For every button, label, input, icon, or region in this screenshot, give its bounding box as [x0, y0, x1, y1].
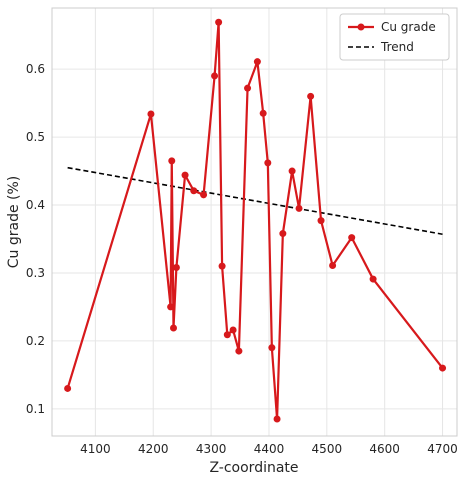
- cu-grade-point: [253, 58, 261, 66]
- cu-grade-point: [170, 324, 177, 332]
- plot-frame: [51, 7, 458, 437]
- x-tick-label: 4300: [196, 442, 227, 456]
- cu-grade-point: [200, 191, 208, 199]
- cu-grade-point: [172, 264, 180, 272]
- x-tick-label: 4100: [80, 442, 111, 456]
- cu-grade-point: [181, 171, 189, 179]
- legend-cu-grade-label: Cu grade: [381, 20, 436, 34]
- cu-grade-point: [64, 384, 72, 392]
- cu-grade-point: [168, 157, 176, 165]
- y-axis-label: Cu grade (%): [6, 176, 22, 269]
- cu-grade-point: [348, 234, 356, 242]
- cu-grade-point: [279, 230, 287, 238]
- cu-grade-point: [317, 217, 325, 225]
- cu-grade-point: [273, 415, 281, 423]
- x-tick-label: 4400: [254, 442, 285, 456]
- legend: Cu grade Trend: [339, 13, 450, 61]
- y-tick-label: 0.6: [26, 62, 45, 76]
- cu-grade-point: [211, 72, 219, 80]
- cu-grade-point: [259, 109, 267, 117]
- cu-grade-point: [307, 92, 315, 100]
- cu-grade-point: [167, 303, 175, 311]
- y-tick-label: 0.2: [26, 334, 45, 348]
- cu-grade-point: [268, 344, 276, 352]
- cu-grade-point: [235, 347, 243, 355]
- cu-grade-point: [218, 262, 226, 270]
- y-axis-ticks: 0.1 0.2 0.3 0.4 0.5 0.6: [26, 62, 45, 416]
- cu-grade-point: [264, 159, 272, 167]
- cu-grade-point: [439, 364, 447, 372]
- y-tick-label: 0.1: [26, 402, 45, 416]
- cu-grade-point: [215, 18, 223, 26]
- y-tick-label: 0.5: [26, 130, 45, 144]
- legend-cu-grade-marker: [357, 23, 365, 31]
- cu-grade-point: [369, 275, 377, 283]
- x-axis-ticks: 4100 4200 4300 4400 4500 4600 4700: [80, 442, 458, 456]
- cu-grade-point: [295, 204, 303, 212]
- cu-grade-point: [229, 326, 237, 334]
- cu-grade-line: [66, 21, 444, 421]
- x-tick-label: 4500: [312, 442, 343, 456]
- cu-grade-point: [190, 187, 198, 195]
- y-tick-label: 0.3: [26, 266, 45, 280]
- series: [64, 18, 447, 423]
- x-tick-label: 4200: [138, 442, 169, 456]
- legend-box: [339, 13, 450, 61]
- legend-trend-label: Trend: [380, 40, 414, 54]
- cu-grade-point: [329, 261, 337, 269]
- x-tick-label: 4600: [369, 442, 400, 456]
- cu-grade-point: [244, 84, 252, 92]
- x-tick-label: 4700: [427, 442, 458, 456]
- cu-grade-point: [288, 167, 296, 175]
- cu-grade-point: [147, 110, 155, 118]
- cu-grade-point: [223, 331, 231, 339]
- y-tick-label: 0.4: [26, 198, 45, 212]
- x-axis-label: Z-coordinate: [209, 460, 298, 476]
